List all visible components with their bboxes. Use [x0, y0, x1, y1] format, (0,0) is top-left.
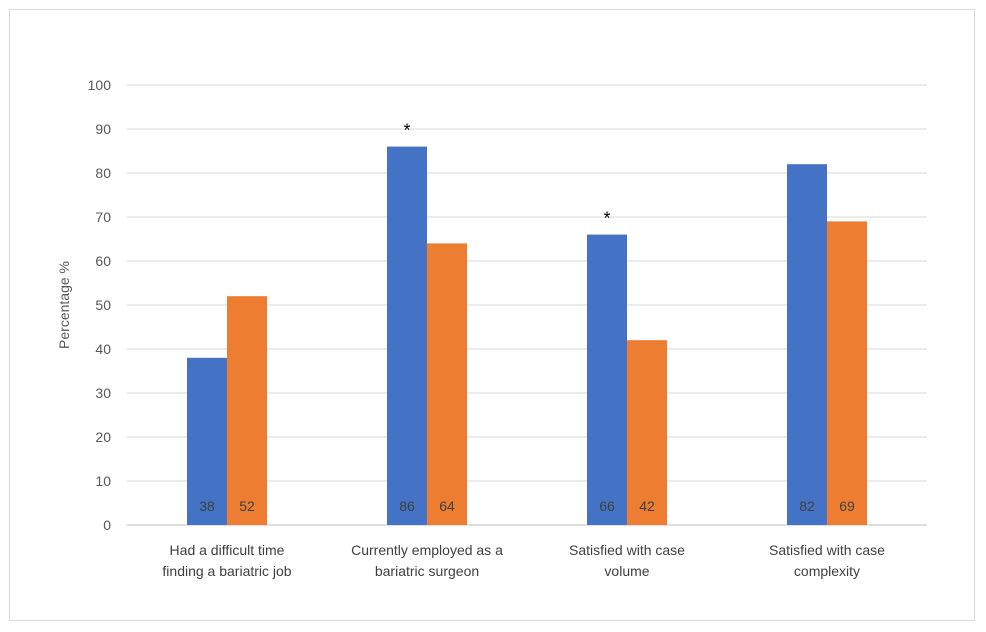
y-tick-label: 80	[95, 165, 111, 181]
y-tick-label: 0	[103, 517, 111, 533]
x-tick-label: Satisfied with case	[569, 542, 685, 558]
data-label: 66	[599, 498, 615, 514]
significance-marker: *	[403, 121, 410, 141]
bar	[827, 221, 867, 525]
bar	[227, 296, 267, 525]
x-tick-label: complexity	[794, 563, 860, 579]
y-tick-label: 70	[95, 209, 111, 225]
x-tick-label: Had a difficult time	[170, 542, 285, 558]
bar	[787, 164, 827, 525]
data-label: 64	[439, 498, 455, 514]
y-tick-label: 50	[95, 297, 111, 313]
significance-marker: *	[603, 209, 610, 229]
data-label: 52	[239, 498, 255, 514]
y-tick-label: 60	[95, 253, 111, 269]
bar	[387, 146, 427, 525]
bar	[587, 234, 627, 525]
data-label: 69	[839, 498, 855, 514]
y-tick-label: 40	[95, 341, 111, 357]
y-tick-label: 90	[95, 121, 111, 137]
x-tick-label: Currently employed as a	[351, 542, 503, 558]
data-label: 82	[799, 498, 815, 514]
y-axis-label: Percentage %	[56, 261, 72, 349]
bar	[627, 340, 667, 525]
bar	[187, 357, 227, 525]
y-tick-label: 100	[88, 77, 112, 93]
y-tick-label: 10	[95, 473, 111, 489]
bar	[427, 243, 467, 525]
data-label: 86	[399, 498, 415, 514]
data-label: 42	[639, 498, 655, 514]
x-tick-label: bariatric surgeon	[375, 563, 479, 579]
x-tick-label: finding a bariatric job	[162, 563, 291, 579]
data-label: 38	[199, 498, 215, 514]
y-tick-label: 30	[95, 385, 111, 401]
x-tick-label: Satisfied with case	[769, 542, 885, 558]
y-tick-label: 20	[95, 429, 111, 445]
x-tick-label: volume	[604, 563, 649, 579]
